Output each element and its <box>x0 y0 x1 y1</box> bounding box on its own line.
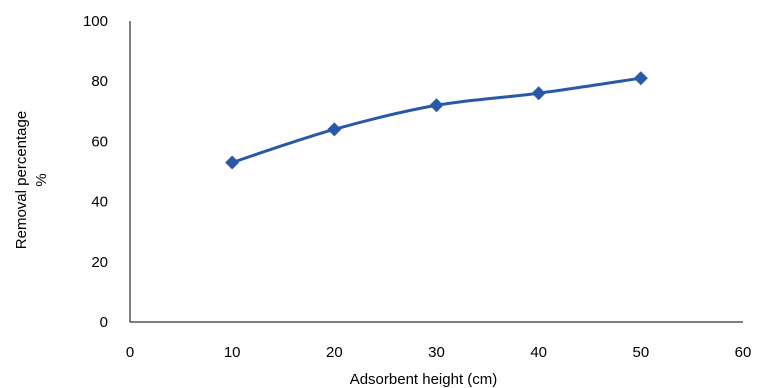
x-tick-label: 10 <box>224 344 241 361</box>
x-tick-label: 40 <box>530 344 547 361</box>
y-tick-label: 20 <box>91 254 108 271</box>
x-tick-label: 20 <box>326 344 343 361</box>
y-tick-label: 100 <box>83 13 108 30</box>
y-tick-label: 60 <box>91 133 108 150</box>
series-line <box>231 76 642 164</box>
series-group <box>225 71 648 170</box>
x-tick-label: 60 <box>735 344 752 361</box>
x-tick-labels: 0 10 20 30 40 50 60 <box>126 344 752 361</box>
data-point-marker <box>531 86 546 101</box>
y-axis-label-line-2: % <box>33 173 50 186</box>
x-axis-label: Adsorbent height (cm) <box>350 371 498 388</box>
data-point-marker <box>633 71 648 86</box>
data-point-marker <box>327 122 342 137</box>
y-axis-label: Removal percentage % <box>13 111 50 249</box>
data-point-marker <box>429 98 444 113</box>
x-tick-label: 0 <box>126 344 134 361</box>
x-tick-label: 50 <box>632 344 649 361</box>
data-point-marker <box>225 155 240 170</box>
y-tick-label: 40 <box>91 194 108 211</box>
y-tick-label: 0 <box>100 314 108 331</box>
y-tick-label: 80 <box>91 73 108 90</box>
y-tick-labels: 0 20 40 60 80 100 <box>83 13 108 331</box>
y-axis-label-line-1: Removal percentage <box>13 111 30 249</box>
x-tick-label: 30 <box>428 344 445 361</box>
